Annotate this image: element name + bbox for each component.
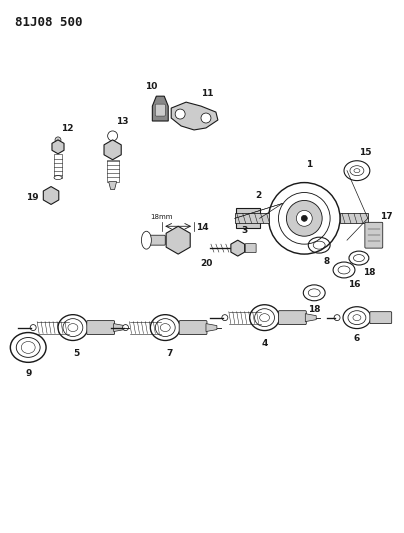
Text: 2: 2 (256, 191, 262, 200)
Text: 4: 4 (261, 340, 268, 349)
FancyBboxPatch shape (370, 312, 392, 324)
Text: 1: 1 (306, 160, 313, 168)
Text: 10: 10 (145, 82, 157, 91)
Text: 15: 15 (359, 148, 371, 157)
Circle shape (122, 325, 128, 330)
Polygon shape (114, 324, 124, 332)
Text: 81J08 500: 81J08 500 (15, 16, 83, 29)
Text: 3: 3 (242, 226, 248, 235)
Circle shape (30, 325, 36, 330)
Text: 18: 18 (363, 268, 375, 277)
Polygon shape (206, 324, 217, 332)
Ellipse shape (141, 231, 152, 249)
Text: 20: 20 (200, 259, 213, 268)
Polygon shape (104, 140, 121, 160)
Circle shape (201, 113, 211, 123)
Polygon shape (166, 227, 190, 254)
Polygon shape (305, 314, 316, 321)
FancyBboxPatch shape (155, 104, 165, 116)
FancyBboxPatch shape (87, 321, 115, 335)
Circle shape (334, 314, 340, 321)
Polygon shape (171, 102, 218, 130)
FancyBboxPatch shape (365, 222, 383, 248)
Text: 16: 16 (348, 280, 360, 289)
Text: 19: 19 (27, 193, 39, 202)
Circle shape (175, 109, 185, 119)
Circle shape (286, 200, 322, 236)
Text: 17: 17 (380, 212, 392, 221)
Text: 12: 12 (61, 124, 74, 133)
FancyBboxPatch shape (340, 213, 368, 223)
Polygon shape (231, 240, 245, 256)
Ellipse shape (354, 168, 360, 173)
Polygon shape (52, 140, 64, 154)
Ellipse shape (54, 176, 62, 180)
Circle shape (297, 211, 312, 227)
Polygon shape (152, 96, 168, 121)
FancyBboxPatch shape (236, 208, 260, 228)
FancyBboxPatch shape (179, 321, 207, 335)
Polygon shape (109, 182, 117, 190)
Text: 7: 7 (166, 350, 173, 358)
FancyBboxPatch shape (235, 213, 269, 223)
Text: 18: 18 (308, 305, 320, 314)
FancyBboxPatch shape (149, 235, 165, 245)
Circle shape (107, 131, 118, 141)
Text: 8: 8 (323, 257, 329, 266)
Circle shape (55, 137, 61, 143)
Text: 6: 6 (354, 334, 360, 343)
Polygon shape (43, 187, 59, 205)
Text: 9: 9 (25, 369, 32, 378)
Text: 13: 13 (116, 117, 128, 126)
Circle shape (47, 191, 55, 199)
Text: 18mm: 18mm (150, 214, 173, 220)
FancyBboxPatch shape (245, 244, 256, 253)
Text: 5: 5 (74, 350, 80, 358)
Circle shape (222, 314, 228, 321)
FancyBboxPatch shape (278, 311, 306, 325)
Text: 11: 11 (201, 89, 213, 98)
Circle shape (301, 215, 307, 221)
Text: 14: 14 (196, 223, 209, 232)
